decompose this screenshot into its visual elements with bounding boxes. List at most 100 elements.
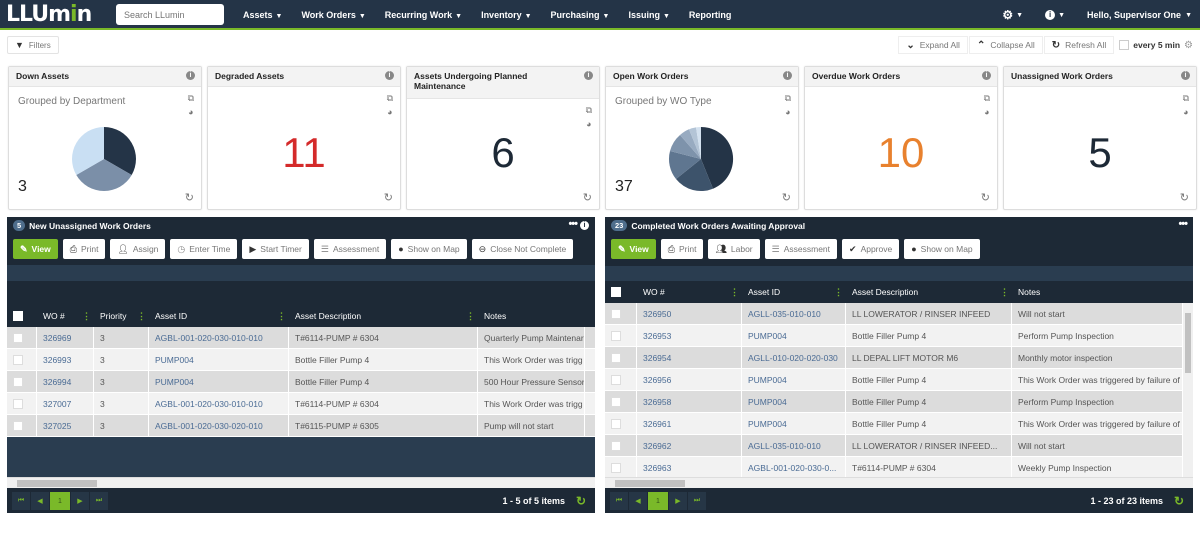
wo-number-link[interactable]: 326953 xyxy=(637,325,742,346)
wo-number-link[interactable]: 326950 xyxy=(637,303,742,324)
wo-number-link[interactable]: 326958 xyxy=(637,391,742,412)
assessment-button[interactable]: ☰ Assessment xyxy=(764,239,838,259)
filters-button[interactable]: ▼ Filters xyxy=(7,36,59,54)
row-checkbox[interactable] xyxy=(611,440,621,451)
info-icon[interactable]: i xyxy=(783,71,792,80)
pie-chart-icon[interactable]: ◕ xyxy=(785,107,791,117)
table-row[interactable]: 326961 PUMP004 Bottle Filler Pump 4 This… xyxy=(605,413,1183,435)
more-options-icon[interactable]: ••• xyxy=(1178,218,1188,230)
table-row[interactable]: 326963 AGBL-001-020-030-0... T#6114-PUMP… xyxy=(605,457,1183,477)
column-menu-icon[interactable]: ⋮ xyxy=(277,310,286,321)
pie-chart-icon[interactable]: ◕ xyxy=(188,107,194,117)
info-icon[interactable]: i xyxy=(584,71,593,80)
user-menu[interactable]: Hello, Supervisor One ▼ xyxy=(1087,10,1192,20)
column-header[interactable]: WO # ⋮ xyxy=(637,281,742,303)
help-menu[interactable]: i ▼ xyxy=(1045,10,1065,20)
open-wo-pie-chart[interactable] xyxy=(668,126,734,192)
asset-id-link[interactable]: PUMP004 xyxy=(149,349,289,370)
row-checkbox[interactable] xyxy=(611,352,621,363)
pie-chart-icon[interactable]: ◕ xyxy=(984,107,990,117)
info-icon[interactable]: i xyxy=(580,221,589,230)
column-header[interactable]: WO # ⋮ xyxy=(37,305,94,327)
llumin-logo[interactable]: LLUmin xyxy=(6,2,92,27)
vertical-scrollbar[interactable] xyxy=(1183,303,1193,477)
wo-number-link[interactable]: 326956 xyxy=(637,369,742,390)
asset-id-link[interactable]: PUMP004 xyxy=(742,369,846,390)
column-header[interactable]: Notes xyxy=(1012,281,1183,303)
row-checkbox[interactable] xyxy=(611,462,621,473)
nav-work-orders[interactable]: Work Orders ▼ xyxy=(301,10,365,20)
print-button[interactable]: ⎙ Print xyxy=(660,239,704,259)
row-checkbox[interactable] xyxy=(13,354,23,365)
asset-id-link[interactable]: PUMP004 xyxy=(742,413,846,434)
nav-assets[interactable]: Assets ▼ xyxy=(243,10,282,20)
wo-number-link[interactable]: 326969 xyxy=(37,327,94,348)
row-checkbox[interactable] xyxy=(611,308,621,319)
down-assets-pie-chart[interactable] xyxy=(71,126,137,192)
horizontal-scrollbar[interactable] xyxy=(7,477,595,488)
last-page-button[interactable]: ⏭ xyxy=(688,492,706,510)
row-checkbox[interactable] xyxy=(611,374,621,385)
last-page-button[interactable]: ⏭ xyxy=(90,492,108,510)
table-row[interactable]: 326956 PUMP004 Bottle Filler Pump 4 This… xyxy=(605,369,1183,391)
asset-id-link[interactable]: AGBL-001-020-030-0... xyxy=(742,457,846,477)
wo-number-link[interactable]: 326963 xyxy=(637,457,742,477)
column-header[interactable]: Asset Description ⋮ xyxy=(846,281,1012,303)
row-checkbox[interactable] xyxy=(13,398,23,409)
kpi-value[interactable]: 6 xyxy=(491,129,515,176)
column-header[interactable]: Asset ID ⋮ xyxy=(742,281,846,303)
pie-chart-icon[interactable]: ◕ xyxy=(1183,107,1189,117)
prev-page-button[interactable]: ◀ xyxy=(31,492,49,510)
asset-id-link[interactable]: PUMP004 xyxy=(742,391,846,412)
refresh-icon[interactable]: ↻ xyxy=(575,494,586,508)
external-link-icon[interactable]: ⧉ xyxy=(187,93,194,103)
assign-button[interactable]: 👤︎ Assign xyxy=(110,239,166,259)
asset-id-link[interactable]: AGLL-010-020-020-030 xyxy=(742,347,846,368)
first-page-button[interactable]: ⏮ xyxy=(12,492,30,510)
column-menu-icon[interactable]: ⋮ xyxy=(1000,286,1009,297)
table-row[interactable]: 326969 3 AGBL-001-020-030-010-010 T#6114… xyxy=(7,327,595,349)
asset-id-link[interactable]: AGBL-001-020-030-020-010 xyxy=(149,415,289,436)
row-checkbox[interactable] xyxy=(611,330,621,341)
asset-id-link[interactable]: PUMP004 xyxy=(149,371,289,392)
column-header[interactable]: Notes xyxy=(478,305,585,327)
external-link-icon[interactable]: ⧉ xyxy=(585,105,592,115)
wo-number-link[interactable]: 326993 xyxy=(37,349,94,370)
asset-id-link[interactable]: AGBL-001-020-030-010-010 xyxy=(149,327,289,348)
refresh-icon[interactable]: ↻ xyxy=(1179,192,1189,204)
refresh-icon[interactable]: ↻ xyxy=(1173,494,1184,508)
labor-button[interactable]: 👥︎ Labor xyxy=(708,239,760,259)
pie-chart-icon[interactable]: ◕ xyxy=(586,119,592,129)
info-icon[interactable]: i xyxy=(982,71,991,80)
nav-purchasing[interactable]: Purchasing ▼ xyxy=(551,10,610,20)
first-page-button[interactable]: ⏮ xyxy=(610,492,628,510)
wo-number-link[interactable]: 326994 xyxy=(37,371,94,392)
refresh-icon[interactable]: ↻ xyxy=(781,192,791,204)
external-link-icon[interactable]: ⧉ xyxy=(784,93,791,103)
external-link-icon[interactable]: ⧉ xyxy=(1182,93,1189,103)
wo-number-link[interactable]: 327007 xyxy=(37,393,94,414)
current-page-button[interactable]: 1 xyxy=(50,492,70,510)
select-all-checkbox[interactable] xyxy=(605,281,637,303)
table-row[interactable]: 326950 AGLL-035-010-010 LL LOWERATOR / R… xyxy=(605,303,1183,325)
row-checkbox[interactable] xyxy=(13,420,23,431)
prev-page-button[interactable]: ◀ xyxy=(629,492,647,510)
enter-time-button[interactable]: ◷ Enter Time xyxy=(170,239,238,259)
nav-inventory[interactable]: Inventory ▼ xyxy=(481,10,531,20)
show-on-map-button[interactable]: ● Show on Map xyxy=(391,239,467,259)
asset-id-link[interactable]: AGBL-001-020-030-010-010 xyxy=(149,393,289,414)
column-menu-icon[interactable]: ⋮ xyxy=(466,310,475,321)
auto-refresh-checkbox[interactable] xyxy=(1119,40,1130,50)
table-row[interactable]: 326953 PUMP004 Bottle Filler Pump 4 Perf… xyxy=(605,325,1183,347)
table-row[interactable]: 326993 3 PUMP004 Bottle Filler Pump 4 Th… xyxy=(7,349,595,371)
nav-reporting[interactable]: Reporting xyxy=(689,10,732,20)
column-menu-icon[interactable]: ⋮ xyxy=(834,286,843,297)
asset-id-link[interactable]: AGLL-035-010-010 xyxy=(742,435,846,456)
close-not-complete-button[interactable]: ⊖ Close Not Complete xyxy=(471,239,574,259)
refresh-icon[interactable]: ↻ xyxy=(980,192,990,204)
info-icon[interactable]: i xyxy=(385,71,394,80)
view-button[interactable]: ✎ View xyxy=(13,239,58,259)
kpi-value[interactable]: 5 xyxy=(1088,129,1112,176)
scrollbar-thumb[interactable] xyxy=(1185,313,1191,373)
refresh-icon[interactable]: ↻ xyxy=(383,192,393,204)
